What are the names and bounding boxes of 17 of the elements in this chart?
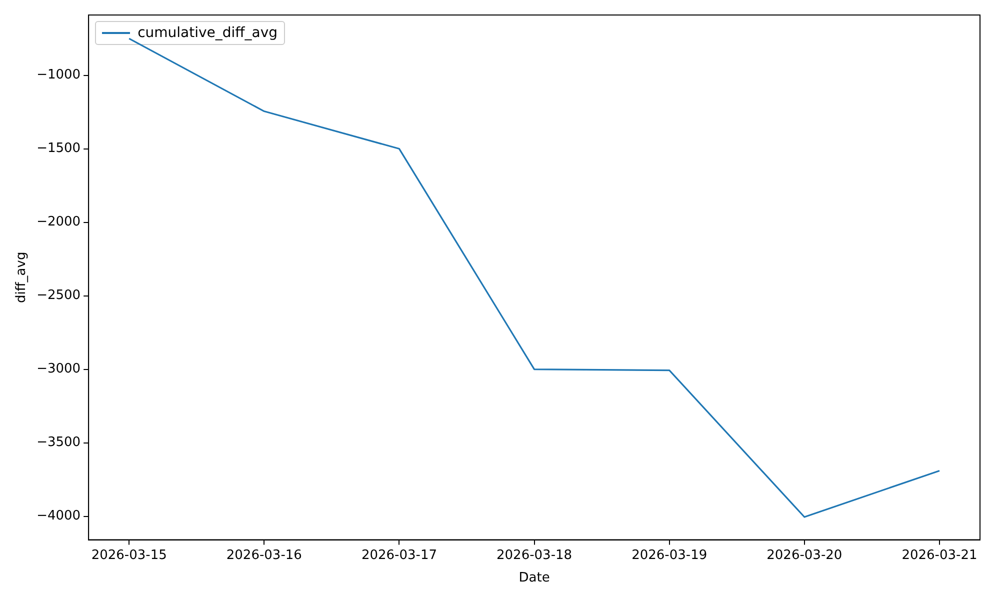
x-tick-label: 2026-03-18 — [496, 548, 572, 563]
y-tick-label: −3500 — [36, 435, 81, 450]
x-axis-title: Date — [518, 570, 550, 586]
x-tick-label: 2026-03-17 — [361, 548, 438, 563]
y-axis-title: diff_avg — [14, 252, 30, 304]
y-tick-label: −1000 — [36, 68, 81, 83]
x-tick-label: 2026-03-20 — [766, 548, 842, 563]
x-tick-label: 2026-03-15 — [91, 548, 167, 563]
x-tick-label: 2026-03-16 — [226, 548, 302, 563]
y-tick-label: −2000 — [36, 214, 81, 230]
x-tick-label: 2026-03-21 — [902, 548, 978, 563]
y-tick-label: −3000 — [36, 362, 81, 377]
y-tick-label: −2500 — [36, 288, 81, 304]
y-tick-label: −1500 — [36, 141, 81, 156]
legend-label: cumulative_diff_avg — [138, 25, 278, 41]
y-tick-label: −4000 — [36, 508, 81, 524]
x-tick-label: 2026-03-19 — [632, 548, 708, 563]
